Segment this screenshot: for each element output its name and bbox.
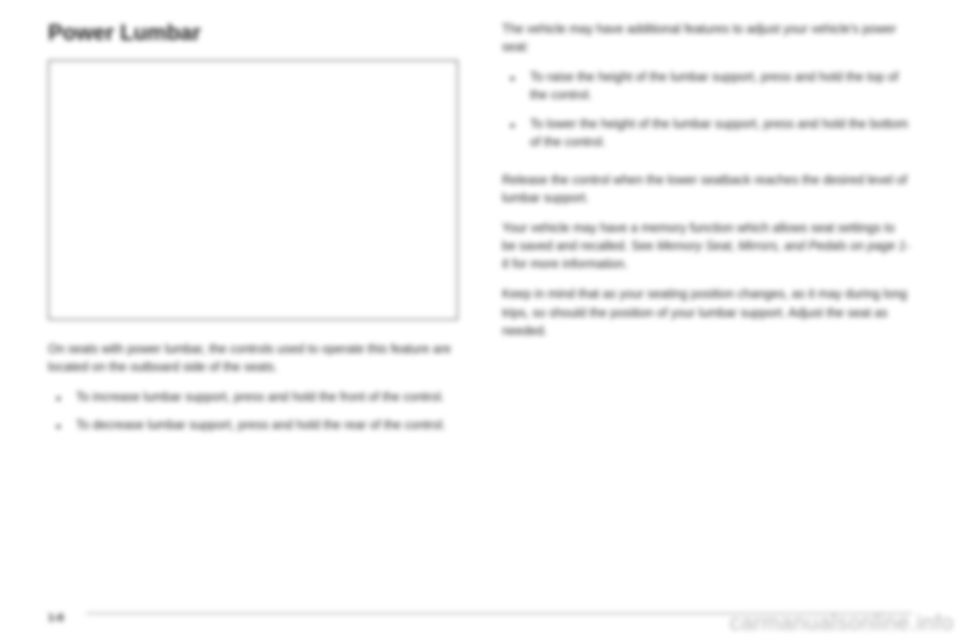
list-item: To decrease lumbar support, press and ho… <box>66 416 458 434</box>
right-bullet-list: To raise the height of the lumbar suppor… <box>502 68 912 161</box>
section-title: Power Lumbar <box>48 20 458 46</box>
left-bullet-list: To increase lumbar support, press and ho… <box>48 388 458 444</box>
figure-placeholder <box>48 60 458 320</box>
paragraph-memory: Your vehicle may have a memory function … <box>502 219 912 273</box>
paragraph: Keep in mind that as your seating positi… <box>502 285 912 339</box>
lead-paragraph: The vehicle may have additional features… <box>502 20 912 56</box>
page-number: 1-6 <box>48 612 64 624</box>
paragraph: Release the control when the lower seatb… <box>502 171 912 207</box>
right-column: The vehicle may have additional features… <box>502 20 912 600</box>
watermark: carmanualsonline.info <box>723 606 960 640</box>
page-container: Power Lumbar On seats with power lumbar,… <box>48 20 912 600</box>
list-item: To lower the height of the lumbar suppor… <box>520 115 912 151</box>
list-item: To raise the height of the lumbar suppor… <box>520 68 912 104</box>
left-column: Power Lumbar On seats with power lumbar,… <box>48 20 458 600</box>
list-item: To increase lumbar support, press and ho… <box>66 388 458 406</box>
intro-paragraph: On seats with power lumbar, the controls… <box>48 340 458 376</box>
text-run: for more information. <box>509 257 628 271</box>
